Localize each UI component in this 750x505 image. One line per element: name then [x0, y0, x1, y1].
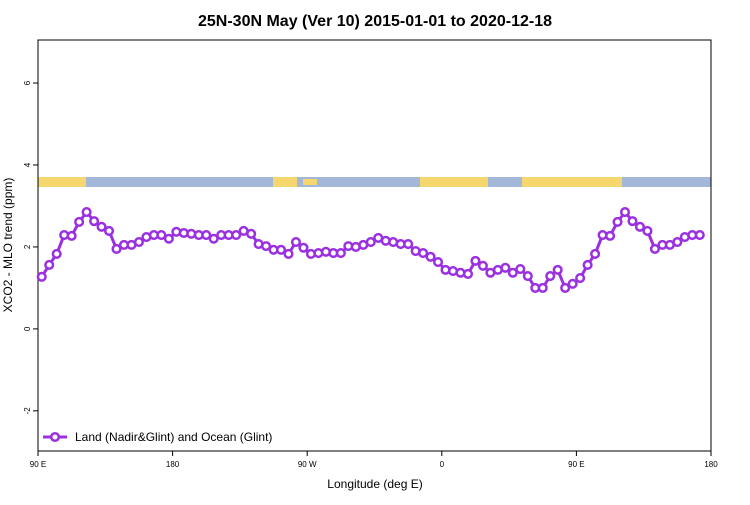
data-point [619, 207, 631, 218]
x-tick-label: 90 E [568, 460, 584, 469]
data-point [261, 241, 272, 252]
data-point [81, 207, 92, 218]
data-point [642, 225, 653, 237]
data-point [66, 230, 77, 241]
data-point [500, 262, 511, 273]
data-point [552, 264, 563, 275]
data-point [44, 259, 55, 271]
data-point [672, 236, 683, 248]
x-tick-label: 0 [440, 460, 445, 469]
data-point [89, 216, 100, 227]
data-point [634, 221, 646, 232]
x-tick-label: 90 W [298, 460, 317, 469]
legend-label: Land (Nadir&Glint) and Ocean (Glint) [75, 430, 272, 444]
chart-title: 25N-30N May (Ver 10) 2015-01-01 to 2020-… [198, 13, 552, 30]
y-tick-label: 0 [23, 326, 32, 331]
x-axis-label: Longitude (deg E) [327, 477, 422, 491]
data-point [567, 278, 578, 289]
y-axis-label: XCO2 - MLO trend (ppm) [1, 178, 15, 313]
data-point [612, 216, 623, 227]
data-point [290, 236, 302, 248]
series-line [40, 209, 700, 291]
y-tick-label: -2 [23, 407, 32, 415]
data-point [36, 271, 47, 282]
data-point [208, 233, 219, 244]
data-point [694, 230, 705, 241]
y-tick-label: 2 [23, 244, 32, 249]
data-point [74, 216, 85, 227]
data-point [425, 251, 436, 262]
data-point [605, 230, 616, 241]
data-point [403, 239, 414, 250]
land-ocean-strip [38, 177, 711, 187]
data-point [470, 255, 481, 266]
data-point [545, 270, 556, 282]
data-point [560, 282, 571, 293]
x-tick-label: 90 E [30, 460, 46, 469]
data-point [133, 236, 144, 248]
data-point [163, 233, 174, 244]
data-point [418, 248, 429, 259]
data-point [649, 243, 660, 255]
data-point [522, 270, 533, 282]
data-point [627, 216, 638, 227]
data-point [477, 260, 488, 271]
y-tick-label: 6 [23, 80, 32, 85]
data-point [582, 259, 593, 271]
y-tick-label: 4 [23, 162, 32, 167]
data-point [515, 264, 526, 275]
data-point [507, 267, 518, 278]
data-point [365, 236, 376, 248]
data-point [231, 230, 242, 241]
legend-marker [49, 431, 61, 443]
plot-frame [37, 39, 712, 452]
data-point [575, 273, 586, 284]
data-point [246, 228, 257, 239]
data-point [283, 248, 294, 259]
data-point [103, 225, 115, 237]
data-point [462, 268, 474, 280]
data-point [433, 257, 444, 268]
data-point [335, 248, 346, 259]
data-point [275, 244, 287, 255]
data-point [537, 282, 548, 293]
data-point [201, 230, 212, 241]
data-point [111, 243, 122, 255]
data-point [51, 248, 62, 259]
data-point [590, 248, 601, 259]
data-point [156, 230, 167, 241]
x-tick-label: 180 [166, 460, 180, 469]
x-tick-label: 180 [704, 460, 718, 469]
data-point [96, 221, 107, 232]
data-point [298, 242, 309, 253]
